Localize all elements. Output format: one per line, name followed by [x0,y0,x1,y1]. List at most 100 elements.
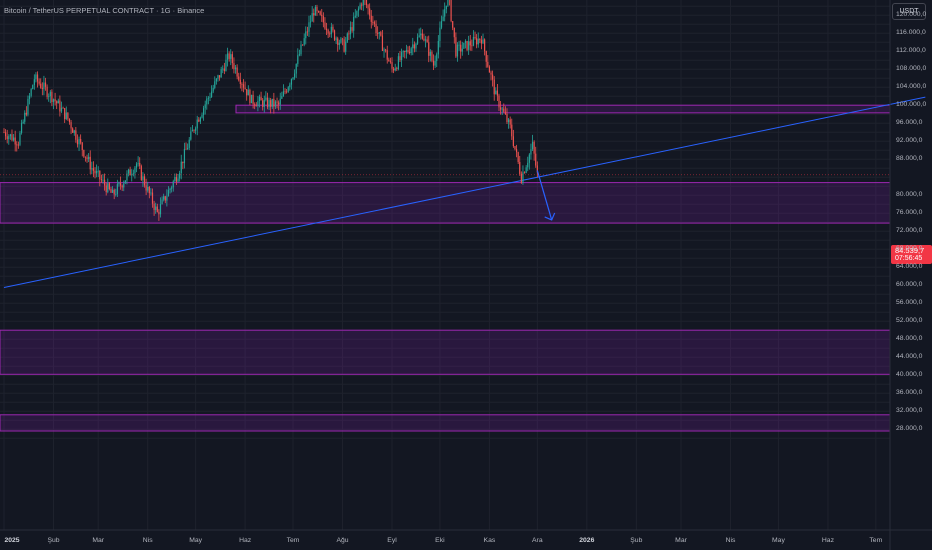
candle [72,127,74,133]
candle-body [158,211,160,215]
candle-body [72,128,74,133]
candle-body [501,108,503,110]
candle [28,93,31,105]
candle [531,134,534,151]
candle [396,66,398,72]
candle [179,170,181,182]
candle [365,0,368,9]
grid [0,0,890,530]
candle [163,193,165,202]
candle-body [509,119,511,125]
candle-body [498,95,500,108]
candle-body [474,37,476,39]
candle [56,100,58,110]
candle-body [11,134,13,141]
candle [405,44,407,59]
candle [96,164,98,178]
candle-body [118,182,120,185]
candle [64,107,66,123]
candle-body [432,60,435,66]
time-axis-label: 2026 [579,537,595,544]
candle-body [36,74,39,82]
candle-body [335,38,337,40]
candle-body [461,48,463,52]
price-axis-label: 64.000,0 [896,263,923,271]
candle [493,76,495,101]
candle-body [394,68,396,71]
candle [527,156,529,172]
candle [461,41,463,56]
candle [399,51,401,62]
candle-body [319,11,321,15]
candle [81,142,83,157]
candle [103,173,106,191]
candle-body [369,8,371,16]
candle [188,137,190,151]
candle-body [262,100,264,107]
candle [322,12,324,28]
candle [303,33,305,47]
candle-body [204,104,206,109]
candle [520,171,522,184]
candle [263,95,265,113]
time-axis-label: Eyl [387,537,397,544]
candle [324,17,326,30]
candle [177,174,179,183]
candle-body [426,39,428,43]
candle [498,93,500,112]
candle-body [153,203,155,210]
candle [40,78,42,89]
candle-body [214,81,216,88]
candle [41,82,43,96]
candle [164,195,166,204]
candle-body [487,61,489,67]
candle [402,50,404,58]
candle [287,86,289,93]
candle [196,115,198,136]
candle [121,184,123,191]
candle [380,30,382,37]
candle-body [370,15,372,22]
candle [346,32,348,43]
candle [254,102,256,110]
currency-button[interactable]: USDT [892,3,926,20]
candle [400,48,403,68]
candle [193,129,195,134]
candle-body [383,49,385,51]
candle [35,72,37,83]
candle-body [132,173,134,175]
candle-body [174,177,176,182]
candle-body [356,10,358,16]
candle-body [424,39,427,41]
candle [102,174,104,184]
price-axis-label: 92.000,0 [896,137,923,145]
candle [89,150,91,175]
candle-body [68,118,71,123]
candle-body [444,9,446,17]
candle [487,55,489,68]
candle [38,78,40,86]
candle-body [306,31,308,33]
candle [159,197,162,218]
candle-body [171,187,173,189]
price-axis-label: 40.000,0 [896,371,923,379]
candle-body [485,51,487,62]
time-axis-label: May [772,537,785,544]
candle-body [471,45,473,47]
candle-body [217,75,219,79]
candle-body [292,77,294,80]
candle [333,29,336,42]
candle [46,84,48,100]
candle [389,57,392,64]
candle [171,185,173,193]
candle [337,36,339,52]
candle [65,106,67,121]
candle-body [453,27,455,38]
candle [190,127,192,141]
candle [340,36,342,44]
candle-body [400,52,403,61]
candle-body [73,130,75,133]
candle-body [270,100,272,107]
candle-body [92,168,95,171]
